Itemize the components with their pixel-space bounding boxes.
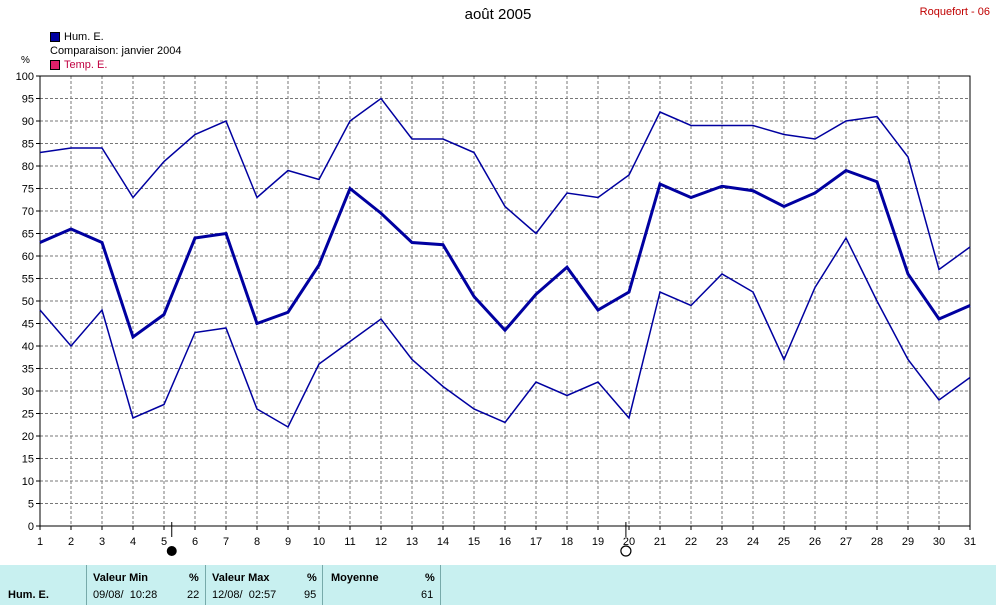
y-tick-label: 5 (28, 499, 34, 511)
y-tick-label: 0 (28, 521, 34, 533)
x-tick-label: 27 (840, 536, 852, 548)
x-tick-label: 5 (161, 536, 167, 548)
x-tick-label: 30 (933, 536, 945, 548)
x-tick-label: 26 (809, 536, 821, 548)
x-tick-label: 16 (499, 536, 511, 548)
x-tick-label: 2 (68, 536, 74, 548)
x-tick-label: 28 (871, 536, 883, 548)
x-tick-label: 31 (964, 536, 976, 548)
y-tick-label: 45 (22, 319, 34, 331)
x-tick-label: 17 (530, 536, 542, 548)
x-tick-label: 15 (468, 536, 480, 548)
legend-label-temperature: Temp. E. (64, 59, 108, 71)
y-tick-label: 25 (22, 409, 34, 421)
y-tick-label: 50 (22, 296, 34, 308)
y-tick-label: 20 (22, 431, 34, 443)
y-tick-label: 10 (22, 476, 34, 488)
y-tick-label: 40 (22, 341, 34, 353)
legend-swatch-humidity (50, 32, 60, 42)
stats-min-cell: Valeur Min % 09/08/ 10:28 22 (87, 565, 206, 605)
series-line-2 (39, 168, 971, 340)
y-tick-label: 70 (22, 206, 34, 218)
humidity-line-chart: 0510152025303540455055606570758085909510… (16, 71, 976, 557)
x-tick-label: 25 (778, 536, 790, 548)
stats-min-date: 09/08/ 10:28 (93, 589, 158, 601)
x-tick-label: 29 (902, 536, 914, 548)
x-tick-label: 8 (254, 536, 260, 548)
y-tick-label: 85 (22, 139, 34, 151)
x-tick-label: 1 (37, 536, 43, 548)
y-axis-unit: % (21, 55, 30, 66)
y-tick-label: 90 (22, 116, 34, 128)
stats-avg-value: 61 (421, 589, 434, 601)
legend-comparison: Comparaison: janvier 2004 (50, 45, 181, 57)
stats-max-value: 95 (304, 589, 317, 601)
stats-row-label: Hum. E. (8, 589, 49, 601)
stats-panel: Hum. E. Valeur Min % 09/08/ 10:28 22 Val… (0, 565, 996, 605)
x-tick-label: 7 (223, 536, 229, 548)
legend-swatch-temperature (50, 60, 60, 70)
x-tick-label: 18 (561, 536, 573, 548)
stats-min-label: Valeur Min (93, 572, 149, 584)
series-line-1 (39, 97, 971, 271)
x-tick-label: 19 (592, 536, 604, 548)
y-tick-label: 95 (22, 94, 34, 106)
legend-item-humidity: Hum. E. (50, 31, 104, 43)
x-tick-label: 24 (747, 536, 759, 548)
station-name: Roquefort - 06 (919, 6, 990, 18)
stats-max-cell: Valeur Max % 12/08/ 02:57 95 (206, 565, 323, 605)
x-tick-label: 22 (685, 536, 697, 548)
stats-max-label: Valeur Max (212, 572, 270, 584)
x-tick-label: 6 (192, 536, 198, 548)
y-tick-label: 75 (22, 184, 34, 196)
y-tick-label: 35 (22, 364, 34, 376)
legend-label-comparison: Comparaison: janvier 2004 (50, 45, 182, 57)
stats-min-value: 22 (187, 589, 200, 601)
x-tick-label: 20 (623, 536, 635, 548)
y-tick-label: 55 (22, 274, 34, 286)
x-tick-label: 4 (130, 536, 136, 548)
stats-max-date: 12/08/ 02:57 (212, 589, 277, 601)
x-tick-label: 12 (375, 536, 387, 548)
stats-max-unit: % (307, 572, 317, 584)
y-tick-label: 60 (22, 251, 34, 263)
stats-row-label-cell: Hum. E. (0, 565, 87, 605)
y-tick-label: 15 (22, 454, 34, 466)
stats-avg-cell: Moyenne % 61 (323, 565, 441, 605)
x-tick-label: 21 (654, 536, 666, 548)
y-tick-label: 100 (16, 71, 34, 83)
stats-min-unit: % (189, 572, 199, 584)
x-tick-label: 13 (406, 536, 418, 548)
full-moon-marker (620, 545, 632, 557)
x-tick-label: 9 (285, 536, 291, 548)
new-moon-marker (166, 546, 177, 556)
y-tick-label: 65 (22, 229, 34, 241)
x-tick-label: 11 (344, 536, 355, 548)
x-tick-label: 23 (716, 536, 728, 548)
y-tick-label: 30 (22, 386, 34, 398)
chart-title: août 2005 (464, 6, 532, 23)
x-tick-label: 10 (313, 536, 325, 548)
stats-avg-unit: % (425, 572, 435, 584)
y-tick-label: 80 (22, 161, 34, 173)
legend-label-humidity: Hum. E. (64, 31, 104, 43)
series-line-3 (39, 236, 971, 429)
x-tick-label: 3 (99, 536, 105, 548)
legend-item-temperature: Temp. E. (50, 59, 107, 71)
stats-avg-label: Moyenne (331, 572, 379, 584)
x-tick-label: 14 (437, 536, 449, 548)
